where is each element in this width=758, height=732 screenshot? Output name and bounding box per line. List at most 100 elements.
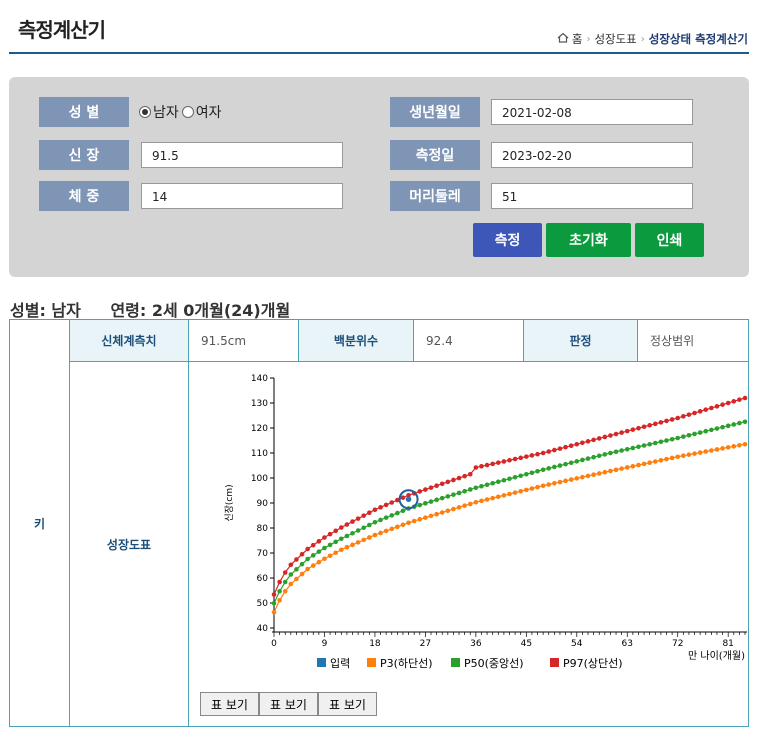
series-point-1: [557, 479, 563, 485]
x-tick-label: 36: [470, 639, 482, 649]
series-point-3: [596, 436, 602, 441]
head-circumference-label: 머리둘레: [390, 181, 480, 211]
series-point-2: [731, 422, 737, 427]
series-point-2: [439, 495, 445, 501]
print-button[interactable]: 인쇄: [635, 223, 704, 257]
series-point-2: [636, 444, 641, 450]
series-point-2: [524, 471, 529, 477]
series-point-2: [338, 536, 344, 542]
series-point-3: [484, 462, 490, 468]
gender-radio-group: 남자 여자: [139, 99, 225, 125]
series-point-2: [310, 553, 316, 558]
height-input[interactable]: 91.5: [141, 142, 343, 168]
series-point-2: [563, 461, 568, 467]
series-point-2: [389, 513, 395, 518]
series-point-1: [552, 480, 557, 486]
series-point-3: [378, 505, 383, 510]
series-point-1: [445, 508, 451, 514]
gender-female-label[interactable]: 여자: [195, 105, 222, 121]
series-point-2: [686, 432, 692, 438]
series-point-1: [731, 444, 737, 449]
series-line-2: [273, 421, 746, 604]
series-point-2: [624, 446, 630, 452]
series-point-1: [333, 550, 338, 556]
col-measurement: 신체계측치: [70, 320, 188, 361]
birth-date-input[interactable]: 2021-02-08: [491, 99, 693, 125]
series-point-1: [501, 493, 507, 498]
series-point-1: [495, 494, 501, 500]
series-point-2: [423, 501, 428, 506]
series-point-2: [557, 463, 563, 468]
series-point-3: [490, 461, 495, 467]
measure-button[interactable]: 측정: [473, 223, 542, 257]
measurement-form: 성 별 남자 여자 신 장 91.5 체 중 14 생년월일 2021-02-0…: [9, 77, 749, 277]
series-point-1: [658, 458, 664, 463]
table-view-button-2[interactable]: 표 보기: [259, 692, 318, 716]
height-label: 신 장: [39, 140, 129, 170]
y-tick-label: 80: [257, 524, 269, 534]
legend-label: P3(하단선): [380, 656, 433, 670]
table-view-button-3[interactable]: 표 보기: [318, 692, 377, 716]
growth-chart: 40 50 60 70 80 90 100 110 120 130 140 0 9 18 27 36 45 54 6…: [224, 374, 748, 670]
gender-male-label[interactable]: 남자: [153, 105, 179, 121]
head-circumference-input[interactable]: 51: [491, 183, 693, 209]
series-point-2: [703, 428, 709, 434]
series-point-2: [602, 452, 608, 457]
series-point-3: [675, 415, 681, 421]
series-point-2: [305, 556, 310, 562]
breadcrumb-home[interactable]: 홈: [571, 32, 583, 46]
series-point-3: [462, 473, 467, 479]
series-point-3: [709, 405, 714, 411]
series-point-1: [484, 497, 490, 502]
series-point-3: [557, 446, 563, 451]
reset-button[interactable]: 초기화: [546, 223, 631, 257]
series-point-3: [686, 412, 692, 417]
measure-date-input[interactable]: 2023-02-20: [491, 142, 693, 168]
series-point-3: [546, 449, 552, 454]
x-tick-label: 54: [571, 639, 583, 649]
series-point-3: [288, 562, 294, 568]
home-icon[interactable]: [557, 32, 569, 46]
weight-input[interactable]: 14: [141, 183, 343, 209]
x-tick-label: 9: [322, 639, 328, 649]
series-point-1: [316, 559, 322, 565]
series-point-2: [518, 473, 524, 479]
series-point-3: [697, 409, 703, 414]
table-view-button-1[interactable]: 표 보기: [200, 692, 259, 716]
series-point-3: [512, 456, 518, 462]
series-point-1: [473, 499, 479, 505]
legend-label: P50(중앙선): [464, 657, 524, 670]
series-point-3: [524, 454, 529, 459]
series-point-2: [574, 459, 580, 464]
series-point-2: [580, 457, 585, 463]
series-point-2: [333, 539, 338, 545]
series-point-3: [327, 531, 333, 537]
series-point-2: [540, 467, 546, 473]
series-point-2: [479, 483, 484, 489]
series-point-2: [367, 522, 372, 528]
series-point-2: [658, 439, 664, 445]
series-point-3: [630, 427, 636, 432]
gender-female-radio[interactable]: [181, 106, 194, 118]
series-point-2: [507, 476, 512, 482]
series-point-3: [310, 542, 316, 548]
series-point-1: [344, 544, 350, 550]
series-point-3: [395, 497, 400, 503]
series-point-2: [664, 438, 669, 443]
series-point-1: [310, 563, 316, 568]
series-point-2: [451, 492, 456, 497]
series-point-2: [535, 468, 540, 474]
series-point-3: [322, 535, 327, 540]
y-tick-label: 100: [251, 474, 268, 484]
series-point-1: [378, 530, 383, 536]
series-point-1: [720, 446, 725, 451]
series-point-1: [703, 449, 709, 454]
result-summary: 성별: 남자 연령: 2세 0개월(24)개월: [10, 297, 314, 321]
series-point-3: [507, 457, 512, 463]
series-point-2: [456, 490, 462, 496]
gender-male-radio[interactable]: [139, 106, 151, 118]
series-point-2: [462, 488, 467, 494]
series-point-3: [585, 439, 591, 444]
series-point-1: [490, 495, 495, 501]
breadcrumb-growth-chart[interactable]: 성장도표: [594, 32, 637, 46]
